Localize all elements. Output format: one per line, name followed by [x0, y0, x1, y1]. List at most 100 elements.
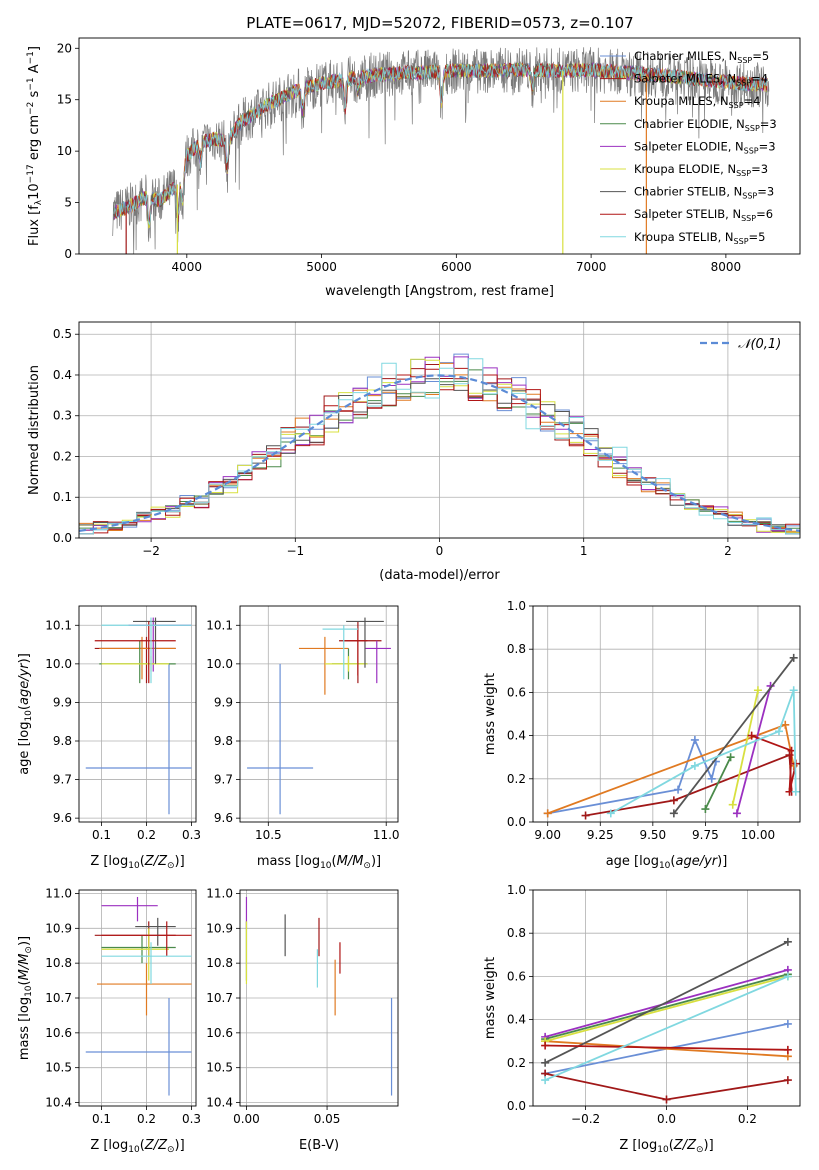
weight-marker [690, 761, 699, 770]
y-tick-label: 0.8 [507, 926, 526, 940]
y-axis-label: Flux [fλ10−17 erg cm−2 s−1 A−1] [26, 46, 44, 246]
weight-marker [774, 727, 783, 736]
y-tick-label: 9.7 [53, 773, 72, 787]
y-axis-label: mass weight [483, 957, 498, 1039]
y-tick-label: 10.5 [206, 1061, 233, 1075]
y-tick-label: 10.9 [45, 921, 72, 935]
axes-frame [239, 605, 399, 823]
weight-line [545, 1040, 788, 1058]
y-tick-label: 9.8 [53, 734, 72, 748]
legend-entry: Salpeter MILES, NSSP=4 [634, 72, 768, 88]
weight-line [544, 975, 789, 1043]
y-axis-label: mass weight [483, 673, 498, 755]
y-tick-label: 0.2 [507, 772, 526, 786]
x-tick-label: 5000 [306, 260, 337, 274]
y-tick-label: 0.2 [53, 449, 72, 463]
y-tick-label: 0.5 [53, 327, 72, 341]
weight-line [544, 973, 789, 1040]
age-weight-plot-area [543, 653, 800, 820]
axes-frame [239, 889, 399, 1107]
y-tick-label: 10.6 [206, 1026, 233, 1040]
legend-entry: Kroupa MILES, NSSP=4 [634, 94, 760, 110]
legend-entry: Salpeter ELODIE, NSSP=3 [634, 139, 776, 155]
axes-frame [78, 889, 197, 1107]
residuals-plot-area [79, 353, 800, 538]
weight-marker [541, 1076, 550, 1085]
weight-marker [789, 653, 798, 662]
weight-line [704, 756, 732, 810]
weight-line [751, 734, 797, 792]
weight-marker [783, 1045, 792, 1054]
weight-marker [669, 809, 678, 818]
legend-entry: 𝒩(0,1) [738, 337, 781, 352]
weight-marker [726, 753, 735, 762]
y-tick-label: 9.9 [53, 695, 72, 709]
y-tick-label: 10.7 [45, 991, 72, 1005]
weight-marker [690, 735, 699, 744]
y-tick-label: 0 [64, 247, 72, 261]
y-tick-label: 10 [57, 144, 72, 158]
age-weight-panel: 9.00 9.25 9.50 9.75 10.00 0.0 0.2 0.4 0.6 0.8 1.0 a… [483, 599, 801, 871]
y-tick-label: 11.0 [45, 886, 72, 900]
y-tick-label: 5 [64, 196, 72, 210]
z-age-plot-area [85, 617, 192, 815]
x-axis-label: mass [log10(M/M⊙)] [257, 854, 381, 871]
weight-line [585, 753, 793, 817]
x-axis-label: age [log10(age/yr)] [606, 854, 728, 871]
x-tick-label: 0.2 [738, 1112, 757, 1126]
x-tick-label: 7000 [576, 260, 607, 274]
z-weight-panel: −0.2 0.0 0.2 0.0 0.2 0.4 0.6 0.8 1.0 Z [log10(Z/Z… [483, 883, 801, 1155]
y-tick-label: 0.6 [507, 685, 526, 699]
axes-frame [78, 605, 197, 823]
x-tick-label: 0 [436, 544, 444, 558]
legend-entry: Salpeter STELIB, NSSP=6 [634, 207, 773, 223]
y-axis-label: age [log10(age/yr)] [17, 653, 34, 775]
x-axis-label: (data-model)/error [379, 568, 500, 583]
weight-marker [606, 809, 615, 818]
weight-line [673, 657, 795, 814]
y-tick-label: 10.7 [206, 991, 233, 1005]
weight-line [544, 940, 789, 1064]
y-tick-label: 9.9 [214, 695, 233, 709]
y-tick-label: 10.8 [206, 956, 233, 970]
weight-marker [581, 811, 590, 820]
x-axis-label: Z [log10(Z/Z⊙)] [90, 854, 184, 871]
x-tick-label: 9.75 [692, 828, 719, 842]
weight-marker [747, 731, 756, 740]
weight-marker [662, 1095, 671, 1104]
residuals-panel: −2 −1 0 1 2 0.0 0.1 0.2 0.3 0.4 0.5 (data-model)/er… [27, 321, 801, 583]
x-tick-label: 0.0 [657, 1112, 676, 1126]
weight-marker [669, 796, 678, 805]
legend-entry: Chabrier STELIB, NSSP=3 [634, 185, 774, 201]
weight-line [610, 689, 797, 815]
y-tick-label: 9.6 [214, 811, 233, 825]
mass-age-plot-area [247, 617, 391, 815]
x-tick-label: 4000 [172, 260, 203, 274]
weight-marker [541, 1058, 550, 1067]
y-tick-label: 10.4 [206, 1096, 233, 1110]
figure-title: PLATE=0617, MJD=52072, FIBERID=0573, z=0… [246, 14, 633, 32]
weight-marker [543, 809, 552, 818]
y-tick-label: 1.0 [507, 883, 526, 897]
x-tick-label: 8000 [711, 260, 742, 274]
y-tick-label: 10.0 [206, 657, 233, 671]
y-tick-label: 9.7 [214, 773, 233, 787]
y-tick-label: 0.2 [507, 1056, 526, 1070]
x-axis-label: wavelength [Angstrom, rest frame] [325, 284, 554, 299]
x-tick-label: −1 [286, 544, 304, 558]
x-tick-label: 11.0 [373, 828, 400, 842]
weight-line [545, 1044, 788, 1051]
weight-marker [541, 1041, 550, 1050]
y-tick-label: 0.0 [507, 1099, 526, 1113]
x-tick-label: 0.3 [182, 828, 201, 842]
weight-marker [707, 774, 716, 783]
x-axis-label: Z [log10(Z/Z⊙)] [90, 1138, 184, 1155]
weight-marker [783, 1076, 792, 1085]
weight-marker [674, 785, 683, 794]
z-mass-panel: 0.1 0.2 0.3 10.4 10.5 10.6 10.7 10.8 10.9 11.0 Z [… [17, 886, 201, 1155]
x-tick-label: 0.2 [137, 1112, 156, 1126]
x-tick-label: 0.1 [92, 828, 111, 842]
spectrum-plot-area [112, 47, 770, 254]
x-tick-label: 9.50 [639, 828, 666, 842]
